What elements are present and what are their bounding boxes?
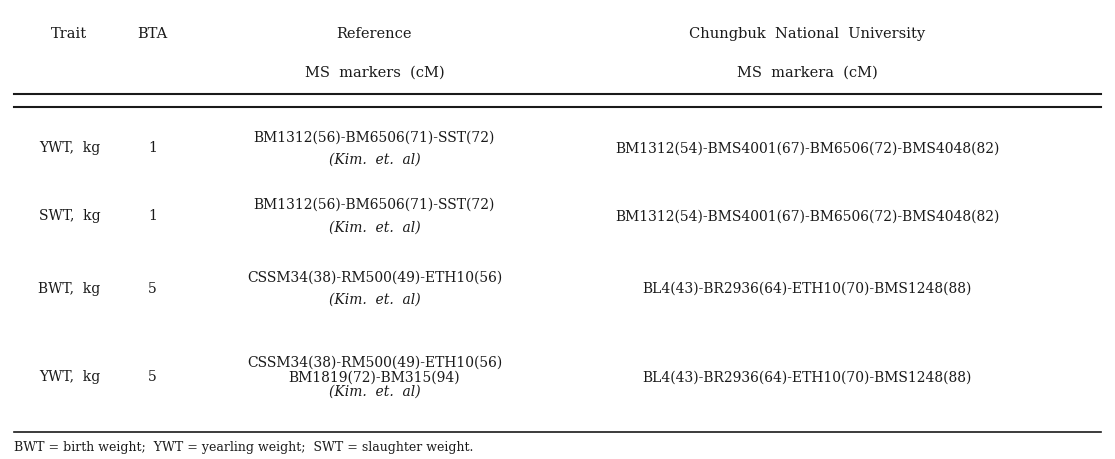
Text: BM1312(56)-BM6506(71)-SST(72): BM1312(56)-BM6506(71)-SST(72) xyxy=(254,198,495,212)
Text: BTA: BTA xyxy=(137,28,167,41)
Text: BWT,  kg: BWT, kg xyxy=(38,281,100,295)
Text: 5: 5 xyxy=(148,281,157,295)
Text: MS  markera  (cM): MS markera (cM) xyxy=(737,66,878,80)
Text: BM1312(56)-BM6506(71)-SST(72): BM1312(56)-BM6506(71)-SST(72) xyxy=(254,130,495,144)
Text: BM1312(54)-BMS4001(67)-BM6506(72)-BMS4048(82): BM1312(54)-BMS4001(67)-BM6506(72)-BMS404… xyxy=(615,209,999,223)
Text: 1: 1 xyxy=(148,141,157,155)
Text: (Kim.  et.  al): (Kim. et. al) xyxy=(329,152,420,166)
Text: BM1819(72)-BM315(94): BM1819(72)-BM315(94) xyxy=(289,369,460,384)
Text: 1: 1 xyxy=(148,209,157,223)
Text: MS  markers  (cM): MS markers (cM) xyxy=(304,66,444,80)
Text: (Kim.  et.  al): (Kim. et. al) xyxy=(329,292,420,306)
Text: YWT,  kg: YWT, kg xyxy=(39,141,100,155)
Text: (Kim.  et.  al): (Kim. et. al) xyxy=(329,220,420,234)
Text: SWT,  kg: SWT, kg xyxy=(39,209,100,223)
Text: CSSM34(38)-RM500(49)-ETH10(56): CSSM34(38)-RM500(49)-ETH10(56) xyxy=(246,355,502,369)
Text: BL4(43)-BR2936(64)-ETH10(70)-BMS1248(88): BL4(43)-BR2936(64)-ETH10(70)-BMS1248(88) xyxy=(642,369,972,384)
Text: BL4(43)-BR2936(64)-ETH10(70)-BMS1248(88): BL4(43)-BR2936(64)-ETH10(70)-BMS1248(88) xyxy=(642,281,972,295)
Text: (Kim.  et.  al): (Kim. et. al) xyxy=(329,384,420,398)
Text: 5: 5 xyxy=(148,369,157,384)
Text: CSSM34(38)-RM500(49)-ETH10(56): CSSM34(38)-RM500(49)-ETH10(56) xyxy=(246,270,502,284)
Text: BM1312(54)-BMS4001(67)-BM6506(72)-BMS4048(82): BM1312(54)-BMS4001(67)-BM6506(72)-BMS404… xyxy=(615,141,999,155)
Text: Chungbuk  National  University: Chungbuk National University xyxy=(689,28,925,41)
Text: Trait: Trait xyxy=(51,28,87,41)
Text: BWT = birth weight;  YWT = yearling weight;  SWT = slaughter weight.: BWT = birth weight; YWT = yearling weigh… xyxy=(13,440,473,453)
Text: Reference: Reference xyxy=(337,28,413,41)
Text: YWT,  kg: YWT, kg xyxy=(39,369,100,384)
